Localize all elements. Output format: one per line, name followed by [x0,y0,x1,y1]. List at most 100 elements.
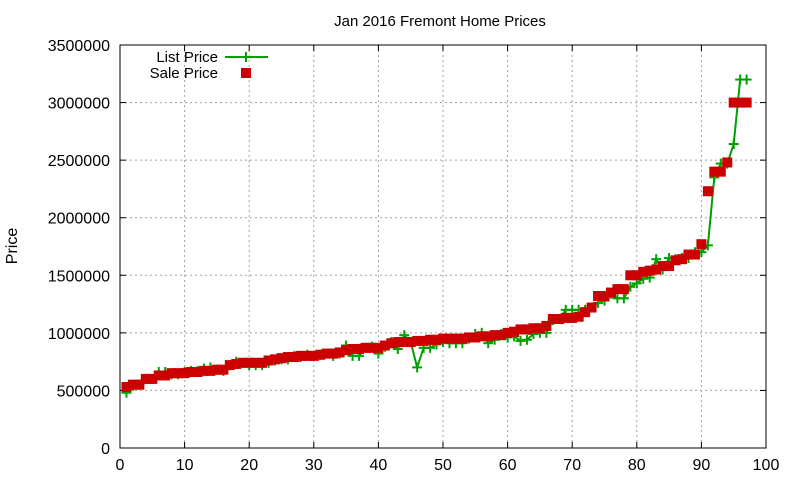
x-tick-label: 50 [434,457,452,474]
data-point [418,335,429,346]
data-point [631,270,642,281]
data-point [192,367,203,378]
data-point [392,337,403,348]
data-point [605,287,616,298]
x-tick-label: 80 [628,457,646,474]
data-point [121,381,132,392]
y-tick-label: 0 [101,441,110,458]
data-point [257,357,268,368]
data-point [728,139,739,150]
data-point [237,357,248,368]
data-point [360,342,371,353]
data-point [502,327,513,338]
data-point [489,330,500,341]
data-point [709,166,720,177]
data-point [677,254,688,265]
data-point [140,373,151,384]
series [121,74,752,398]
data-point [412,362,423,373]
y-tick-label: 3500000 [48,38,110,55]
x-tick-label: 70 [563,457,581,474]
x-tick-label: 0 [116,457,125,474]
data-point [702,186,713,197]
data-point [186,367,197,378]
data-point [657,261,668,272]
data-point [276,353,287,364]
x-tick-label: 60 [499,457,517,474]
data-point [347,343,358,354]
data-point [166,368,177,379]
data-point [205,365,216,376]
data-point [560,312,571,323]
data-point [211,364,222,375]
y-tick-label: 3000000 [48,96,110,113]
data-point [412,335,423,346]
data-point [625,270,636,281]
chart-title: Jan 2016 Fremont Home Prices [334,13,546,30]
data-point [618,293,629,304]
data-point [670,255,681,266]
data-point [457,333,468,344]
data-point [173,368,184,379]
data-point [715,166,726,177]
x-tick-label: 20 [240,457,258,474]
data-point [179,368,190,379]
data-point [153,370,164,381]
data-point [728,97,739,108]
data-point [450,333,461,344]
x-tick-label: 90 [693,457,711,474]
data-point [541,320,552,331]
data-point [160,370,171,381]
data-point [741,74,752,85]
data-point [618,284,629,295]
data-point [664,261,675,272]
series-sale-price [121,97,752,392]
data-point [534,323,545,334]
data-point [438,333,448,344]
data-point [328,348,339,359]
series-list-price [121,74,752,398]
data-point [373,342,384,353]
data-point [651,254,662,265]
data-point [147,373,158,384]
data-point [586,302,597,313]
legend-marker [241,68,251,78]
x-tick-label: 10 [176,457,194,474]
data-point [231,358,242,369]
data-point [444,333,455,344]
data-point [509,326,520,337]
data-point [134,379,145,390]
y-tick-label: 1500000 [48,268,110,285]
data-point [463,332,474,343]
data-point [270,354,281,365]
data-point [521,324,532,335]
data-point [321,348,332,359]
data-point [386,338,397,349]
data-point [399,337,410,348]
data-point [593,291,604,302]
y-tick-label: 2000000 [48,211,110,228]
grid [120,45,766,448]
y-tick-label: 1000000 [48,326,110,343]
legend-label: List Price [156,49,218,66]
data-point [425,334,436,345]
y-tick-label: 500000 [57,383,110,400]
data-point [244,357,255,368]
data-point [528,323,539,334]
data-point [282,352,293,363]
data-point [354,343,365,354]
data-point [302,350,313,361]
data-point [341,345,352,356]
data-point [741,97,752,108]
data-point [567,312,578,323]
data-point [263,355,274,366]
data-point [580,307,591,318]
data-point [521,334,532,345]
data-point [599,291,610,302]
data-point [515,324,526,335]
legend-marker [241,52,251,62]
data-point [295,350,306,361]
data-point [127,379,138,390]
data-point [496,330,507,341]
